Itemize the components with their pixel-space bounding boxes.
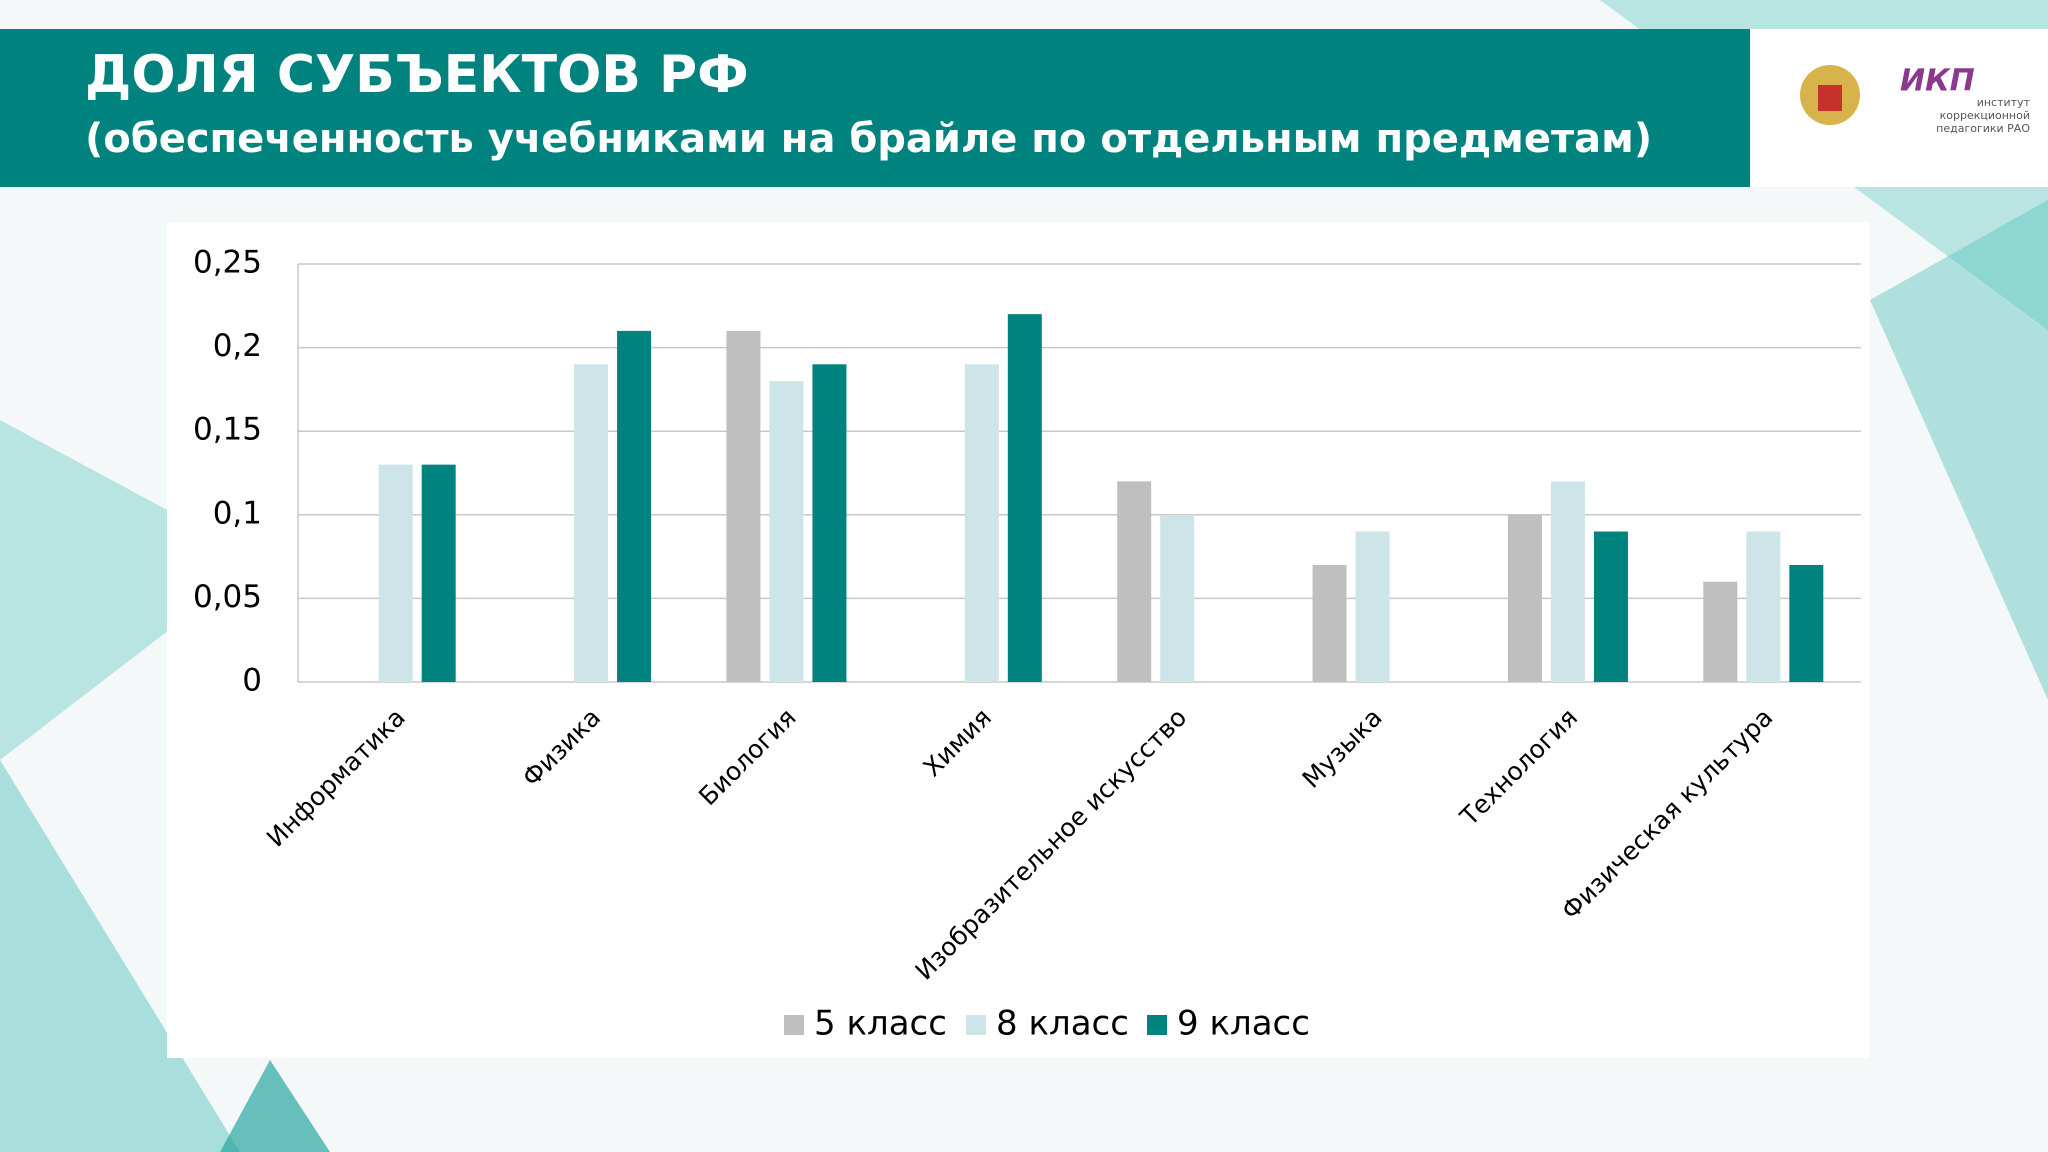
logo-caption: коррекционной — [1940, 109, 2030, 122]
bar — [1160, 514, 1195, 682]
header-bar — [0, 29, 1750, 187]
bar — [1550, 481, 1585, 682]
bar — [726, 330, 761, 682]
legend-label: 9 класс — [1177, 1004, 1310, 1044]
logo-caption: педагогики РАО — [1936, 122, 2030, 135]
bar — [574, 364, 609, 682]
legend-swatch — [1147, 1015, 1167, 1035]
legend-label: 5 класс — [814, 1004, 947, 1044]
bar — [1507, 514, 1542, 682]
legend-swatch — [784, 1015, 804, 1035]
logo-box — [1750, 29, 2048, 187]
y-tick-label: 0,2 — [213, 328, 262, 364]
y-tick-label: 0,1 — [213, 495, 262, 531]
bar — [1746, 531, 1781, 682]
bar — [812, 364, 847, 682]
subtitle: (обеспеченность учебниками на брайле по … — [85, 116, 1652, 162]
y-tick-label: 0,25 — [193, 245, 262, 281]
bar — [1355, 531, 1390, 682]
bar — [378, 464, 413, 682]
legend-label: 8 класс — [996, 1004, 1129, 1044]
bar — [769, 381, 804, 682]
legend-swatch — [966, 1015, 986, 1035]
y-tick-label: 0,15 — [193, 412, 262, 448]
bar — [617, 330, 652, 682]
decor — [1870, 200, 2048, 700]
emblem — [1818, 85, 1842, 111]
bar — [1312, 564, 1347, 682]
decor — [220, 1060, 330, 1152]
y-tick-label: 0,05 — [193, 579, 262, 615]
logo-name: ИКП — [1900, 64, 1975, 99]
decor — [0, 420, 260, 760]
bar — [1703, 581, 1738, 682]
title: ДОЛЯ СУБЪЕКТОВ РФ — [85, 45, 749, 105]
bar — [964, 364, 999, 682]
y-tick-label: 0 — [242, 663, 262, 699]
bar — [1789, 564, 1824, 682]
bar — [1007, 314, 1042, 682]
bar — [1593, 531, 1628, 682]
bar — [421, 464, 456, 682]
bar — [1117, 481, 1152, 682]
logo-caption: институт — [1977, 96, 2031, 109]
